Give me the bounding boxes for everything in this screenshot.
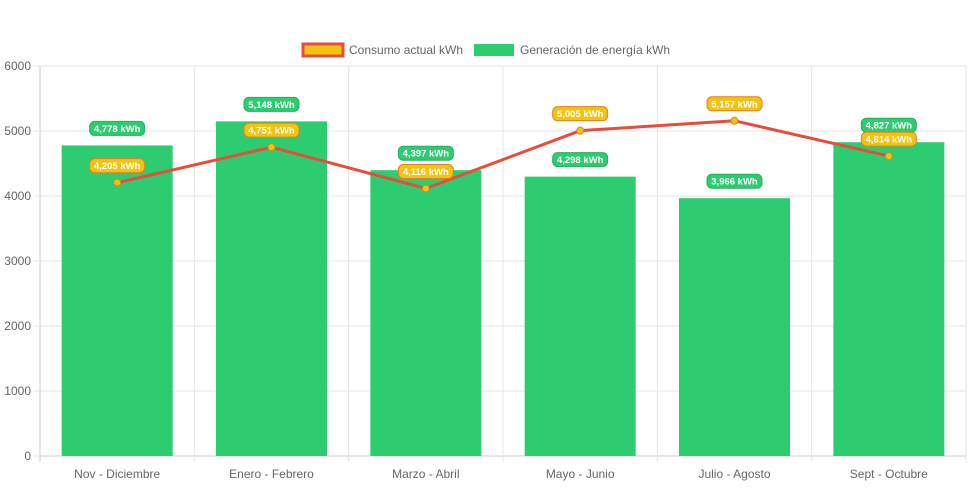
data-label-consumption: 4,205 kWh [94, 161, 141, 172]
data-label-generation: 3,966 kWh [711, 177, 758, 188]
data-labels: 4,778 kWh 5,148 kWh 4,397 kWh 4,298 kWh 3,96… [89, 96, 917, 189]
point-consumption[interactable] [884, 152, 893, 161]
bar-generation[interactable] [524, 176, 636, 456]
x-tick-label: Sept - Octubre [850, 467, 928, 481]
axes: 0 1000 2000 3000 4000 5000 6000 Nov - Diciembre… [4, 59, 928, 481]
data-label-consumption: 4,116 kWh [403, 167, 449, 178]
y-tick-label: 4000 [4, 189, 31, 203]
data-label-consumption: 4,751 kWh [248, 126, 295, 137]
y-tick-label: 2000 [4, 319, 31, 333]
legend-label-generation[interactable]: Generación de energía kWh [520, 43, 670, 57]
data-label-consumption-bg [243, 122, 300, 138]
data-label-consumption: 5,005 kWh [557, 109, 604, 120]
data-label-generation-bg [552, 152, 609, 168]
data-label-generation-bg [243, 96, 300, 112]
data-label-generation-bg [397, 145, 454, 161]
data-label-generation: 4,298 kWh [557, 155, 604, 166]
x-tick-label: Nov - Diciembre [74, 467, 160, 481]
data-label-consumption: 4,614 kWh [866, 135, 913, 146]
data-label-consumption: 5,157 kWh [711, 99, 758, 110]
point-consumption[interactable] [730, 116, 739, 125]
bar-generation[interactable] [679, 198, 790, 456]
line-series [113, 116, 893, 193]
data-label-generation: 4,397 kWh [403, 149, 450, 160]
y-tick-label: 3000 [4, 254, 31, 268]
data-label-consumption-bg [552, 106, 609, 122]
legend-label-consumption[interactable]: Consumo actual kWh [349, 43, 463, 57]
y-tick-label: 5000 [4, 124, 31, 138]
x-tick-label: Mayo - Junio [546, 467, 615, 481]
data-label-consumption-bg [397, 163, 454, 179]
point-consumption[interactable] [576, 126, 585, 135]
bar-generation[interactable] [61, 145, 173, 456]
point-consumption[interactable] [267, 143, 276, 152]
bar-generation[interactable] [216, 121, 327, 456]
data-label-generation-bg [89, 120, 146, 136]
data-label-generation: 5,148 kWh [248, 100, 295, 111]
bar-generation[interactable] [833, 142, 945, 456]
y-tick-label: 6000 [4, 59, 31, 73]
x-tick-label: Julio - Agosto [698, 467, 770, 481]
bar-series [61, 121, 945, 456]
legend[interactable]: Consumo actual kWh Generación de energía… [301, 42, 670, 58]
line-consumption[interactable] [116, 119, 890, 190]
legend-swatch-consumption[interactable] [301, 42, 345, 58]
point-consumption[interactable] [113, 178, 122, 187]
data-label-generation: 4,778 kWh [94, 124, 141, 135]
point-consumption[interactable] [421, 184, 430, 193]
data-label-consumption-bg [860, 131, 917, 147]
data-label-consumption-bg [89, 158, 146, 174]
data-label-consumption-bg [706, 96, 763, 112]
legend-swatch-generation[interactable] [474, 44, 514, 56]
x-tick-label: Marzo - Abril [392, 467, 459, 481]
grid [39, 65, 967, 462]
y-tick-label: 1000 [4, 384, 31, 398]
data-label-generation-bg [706, 173, 763, 189]
y-tick-label: 0 [24, 449, 31, 463]
x-tick-label: Enero - Febrero [229, 467, 314, 481]
data-label-generation: 4,827 kWh [866, 121, 913, 132]
bar-generation[interactable] [370, 170, 482, 456]
